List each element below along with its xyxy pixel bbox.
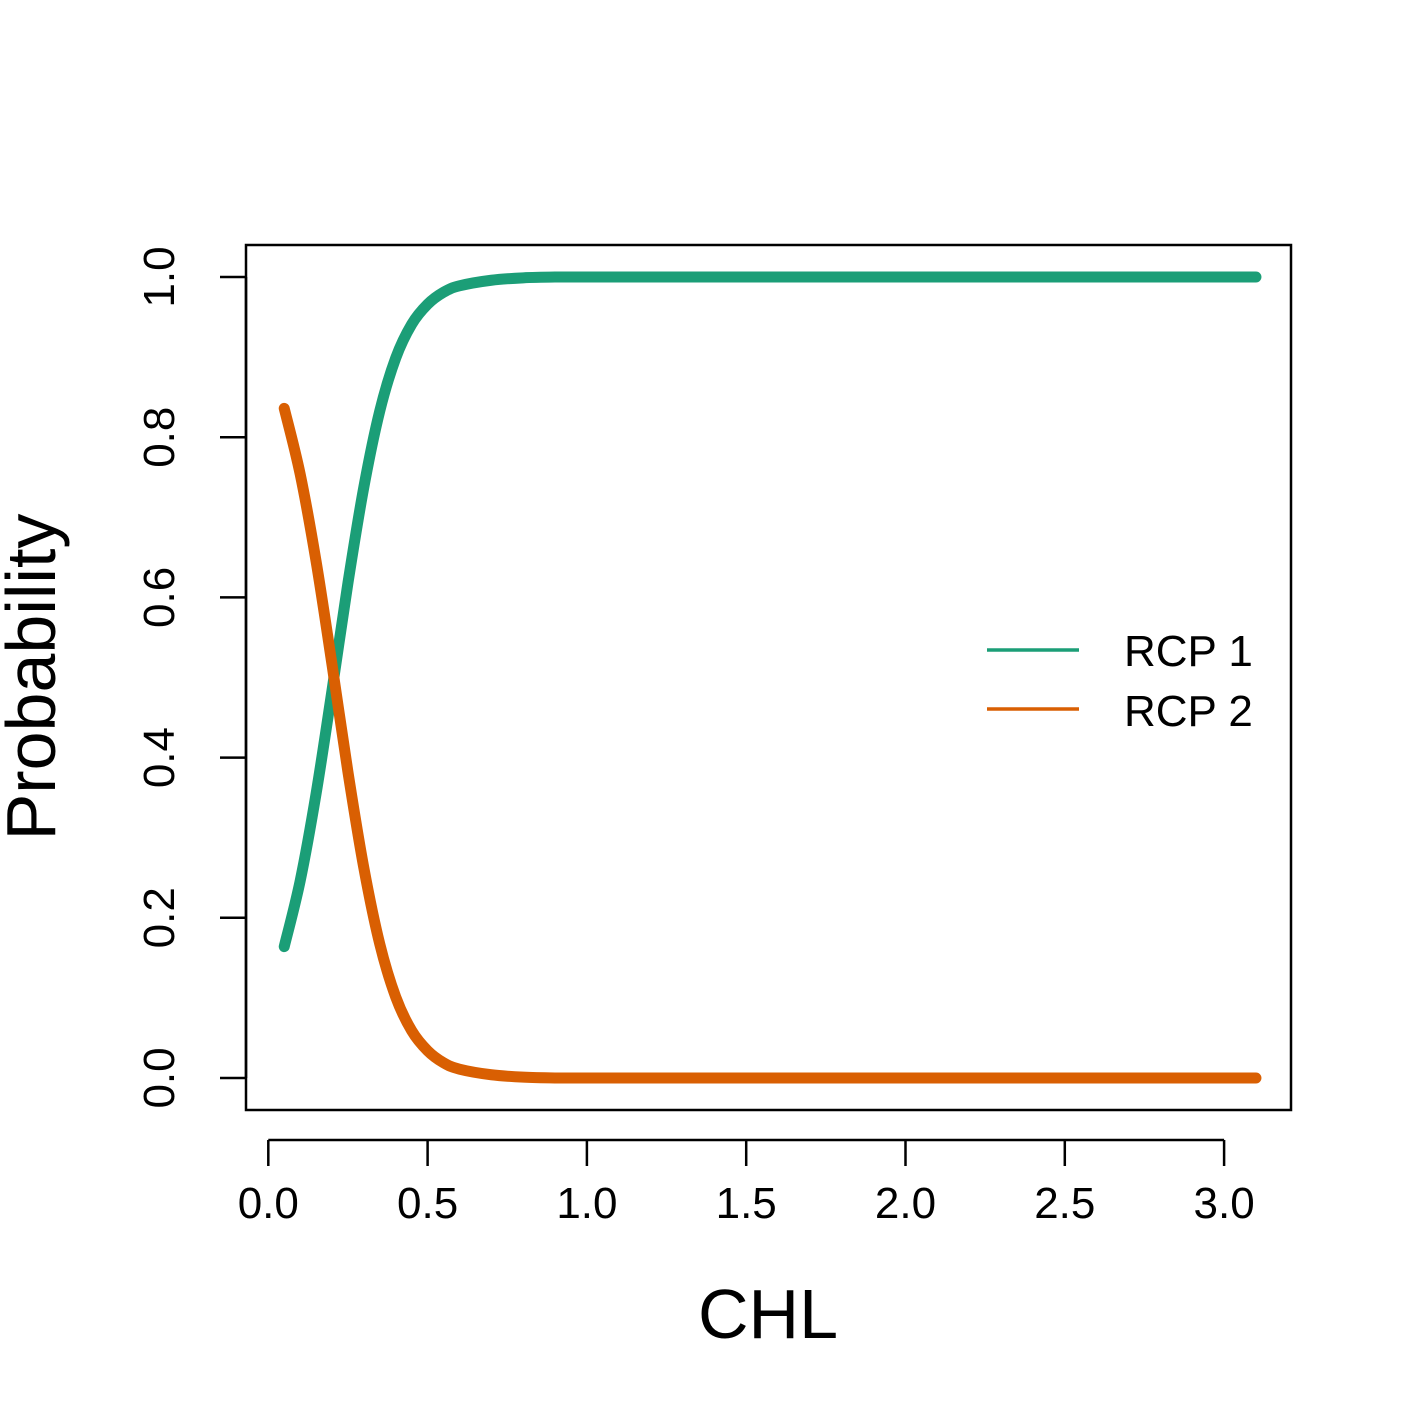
x-tick-label: 0.0	[238, 1179, 299, 1228]
series-layer	[278, 271, 1262, 1084]
y-axis: 0.0 0.2 0.4 0.6 0.8 1.0	[135, 246, 248, 1109]
y-tick-label: 0.6	[135, 567, 184, 628]
x-tick-label: 1.5	[716, 1179, 777, 1228]
x-tick-label: 2.0	[875, 1179, 936, 1228]
y-tick-label: 0.4	[135, 727, 184, 788]
x-tick-label: 2.5	[1034, 1179, 1095, 1228]
legend-label-rcp-1: RCP 1	[1124, 627, 1253, 676]
x-tick-label: 1.0	[556, 1179, 617, 1228]
y-tick-label: 0.8	[135, 407, 184, 468]
y-tick-label: 0.0	[135, 1047, 184, 1108]
x-axis-title: CHL	[698, 1275, 838, 1353]
legend: RCP 1 RCP 2	[987, 627, 1253, 736]
y-tick-label: 0.2	[135, 887, 184, 948]
y-axis-title: Probability	[0, 514, 70, 841]
x-axis: 0.0 0.5 1.0 1.5 2.0 2.5 3.0	[238, 1138, 1255, 1228]
series-line-rcp-2	[278, 402, 1262, 1084]
y-tick-label: 1.0	[135, 246, 184, 307]
x-tick-label: 0.5	[397, 1179, 458, 1228]
x-tick-label: 3.0	[1194, 1179, 1255, 1228]
legend-label-rcp-2: RCP 2	[1124, 687, 1253, 736]
